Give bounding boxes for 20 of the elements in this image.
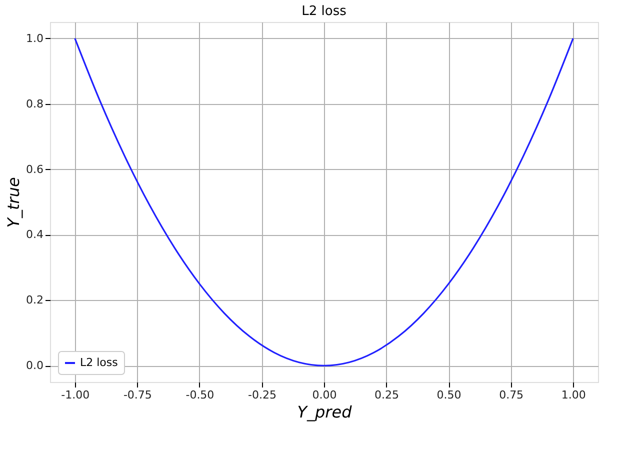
x-tick-label: -0.50 (186, 388, 214, 402)
y-tick-label: 1.0 (26, 32, 44, 45)
x-tick-label: 1.00 (561, 388, 586, 402)
y-tick-label: 0.8 (26, 97, 44, 110)
y-axis-title: Y_true (4, 177, 24, 228)
x-tick-label: -0.75 (123, 388, 152, 402)
y-tick-label: 0.6 (26, 162, 44, 176)
legend-label: L2 loss (80, 356, 118, 369)
x-tick-label: 0.00 (312, 388, 337, 402)
chart-title: L2 loss (302, 4, 347, 19)
y-tick-label: 0.2 (26, 294, 44, 307)
y-tick-label: 0.4 (26, 228, 44, 242)
line-series (74, 38, 574, 366)
x-tick-label: 0.50 (436, 388, 462, 402)
x-tick-label: -0.25 (248, 388, 276, 402)
y-tick-label: 0.0 (26, 359, 44, 372)
x-tick-label: 0.75 (499, 388, 524, 402)
x-tick-label: 0.25 (374, 388, 400, 402)
x-tick-label: -1.00 (61, 388, 90, 402)
x-axis-title: Y_pred (297, 402, 353, 422)
